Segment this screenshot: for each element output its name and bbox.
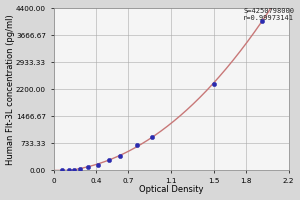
Point [85, 166, 90, 169]
Point [66, 169, 71, 172]
Point [96, 163, 101, 166]
Text: S=4250798000
r=0.99973141: S=4250798000 r=0.99973141 [243, 8, 294, 21]
Point [78, 167, 83, 171]
Point [212, 82, 216, 85]
X-axis label: Optical Density: Optical Density [139, 185, 203, 194]
Point [149, 136, 154, 139]
Point [71, 168, 76, 171]
Point [260, 19, 264, 23]
Point [117, 154, 122, 157]
Point [134, 143, 139, 146]
Point [107, 158, 112, 162]
Point [60, 169, 64, 172]
Y-axis label: Human Flt-3L concentration (pg/ml): Human Flt-3L concentration (pg/ml) [6, 14, 15, 165]
